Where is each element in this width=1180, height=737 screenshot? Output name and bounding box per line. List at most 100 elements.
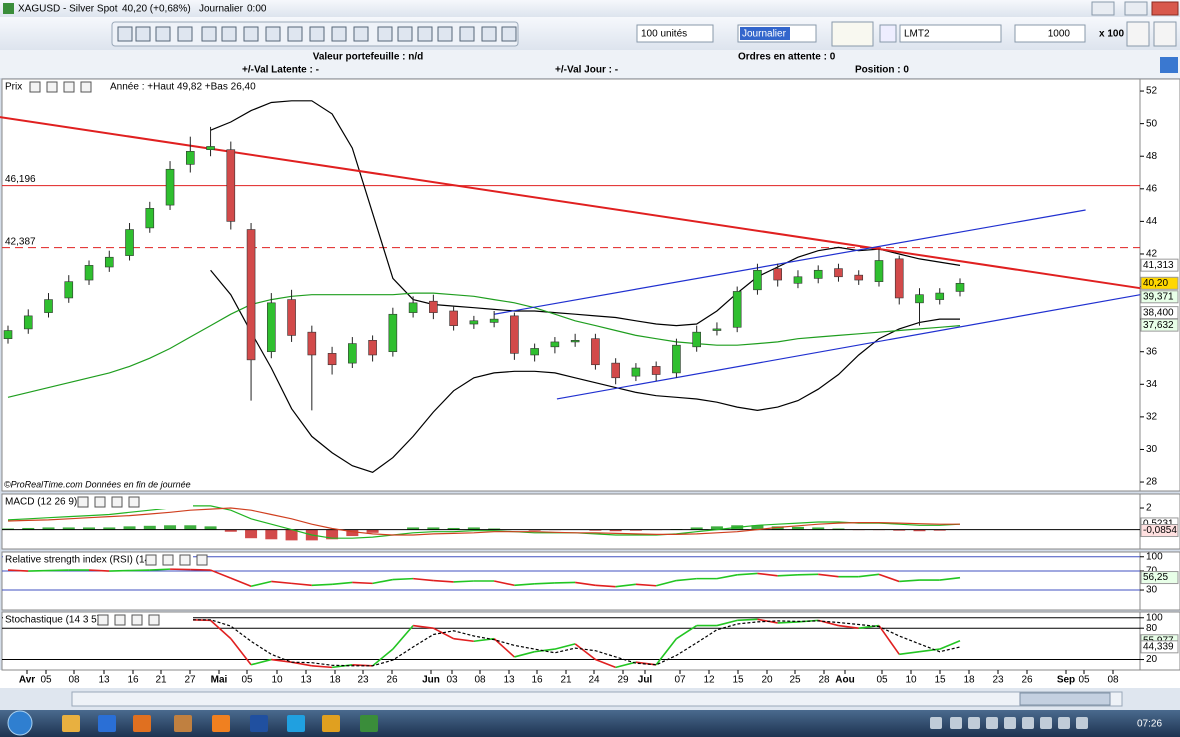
daily: +/-Val Jour : - (555, 65, 618, 76)
panel-button[interactable] (77, 496, 89, 508)
price-tag (1140, 306, 1179, 320)
y-tick-label: 48 (1146, 151, 1158, 162)
macd-bar (528, 529, 541, 531)
panel-button[interactable] (29, 81, 41, 93)
tool-icon[interactable] (309, 26, 325, 42)
x-tick-label: 13 (98, 675, 110, 686)
taskbar-app[interactable] (360, 715, 378, 732)
tool-button[interactable] (879, 24, 897, 43)
tool-icon[interactable] (117, 26, 133, 42)
tray-icon[interactable] (986, 717, 998, 729)
tool-icon[interactable] (331, 26, 347, 42)
tool-icon[interactable] (377, 26, 393, 42)
tray-icon[interactable] (930, 717, 942, 729)
indicator-segment (88, 569, 110, 572)
tool-icon[interactable] (417, 26, 433, 42)
tool-icon[interactable] (155, 26, 171, 42)
taskbar-app[interactable] (212, 715, 230, 732)
tray-icon[interactable] (1076, 717, 1088, 729)
x-tick-label: 03 (446, 675, 458, 686)
panel-button[interactable] (63, 81, 75, 93)
close-button[interactable] (1151, 1, 1179, 16)
panel-button[interactable] (145, 554, 157, 566)
tool-icon[interactable] (287, 26, 303, 42)
tool-icon[interactable] (135, 26, 151, 42)
tool-icon[interactable] (177, 26, 193, 42)
indicator-segment (473, 637, 495, 643)
tool-icon[interactable] (201, 26, 217, 42)
indicator-segment (149, 568, 171, 571)
tray-icon[interactable] (1058, 717, 1070, 729)
tool-icon[interactable] (437, 26, 453, 42)
macd-bar (164, 525, 177, 530)
scroll-track[interactable] (71, 691, 1123, 707)
panel-button[interactable] (131, 614, 143, 626)
panel-button[interactable] (162, 554, 174, 566)
macd-bar (22, 527, 35, 530)
indicator-segment (392, 625, 414, 650)
candle-body (145, 208, 155, 229)
y-tick-label: 28 (1146, 477, 1158, 488)
indicator-segment (716, 574, 738, 580)
tray-icon[interactable] (1022, 717, 1034, 729)
tool-icon[interactable] (459, 26, 475, 42)
taskbar-app[interactable] (98, 715, 116, 732)
panel-button[interactable] (179, 554, 191, 566)
order-type-select[interactable] (899, 24, 1002, 43)
tool-icon[interactable] (501, 26, 517, 42)
amount-input[interactable] (1014, 24, 1086, 43)
tool-icon[interactable] (397, 26, 413, 42)
panel-button[interactable] (128, 496, 140, 508)
app-icon (3, 3, 14, 14)
taskbar-app[interactable] (322, 715, 340, 732)
indicator-segment (230, 577, 252, 587)
panel-button[interactable] (94, 496, 106, 508)
candle-body (732, 291, 742, 328)
taskbar-app[interactable] (287, 715, 305, 732)
taskbar-app[interactable] (250, 715, 268, 732)
taskbar-app[interactable] (133, 715, 151, 732)
panel-button[interactable] (80, 81, 92, 93)
candle-body (388, 313, 398, 353)
taskbar-app[interactable] (62, 715, 80, 732)
candle-body (854, 274, 864, 281)
panel-button[interactable] (148, 614, 160, 626)
amount: 1000 (1048, 29, 1071, 40)
panel-button[interactable] (196, 554, 208, 566)
buy-button[interactable] (1126, 21, 1150, 47)
tool-icon[interactable] (481, 26, 497, 42)
tool-icon[interactable] (265, 26, 281, 42)
tray-icon[interactable] (1040, 717, 1052, 729)
sell-button[interactable] (1153, 21, 1177, 47)
start-button[interactable] (7, 710, 33, 736)
panel-button[interactable] (97, 614, 109, 626)
x-tick-label: Jun (422, 675, 440, 686)
tray-icon[interactable] (950, 717, 962, 729)
panel-button[interactable] (111, 496, 123, 508)
y-tick-label: 2 (1146, 503, 1152, 514)
x-tick-label: 15 (732, 675, 744, 686)
scroll-thumb[interactable] (1019, 692, 1111, 706)
taskbar-app[interactable] (174, 715, 192, 732)
tool-icon[interactable] (221, 26, 237, 42)
macd-bar (427, 527, 440, 530)
strategy-button[interactable] (831, 21, 874, 47)
panel-button[interactable] (114, 614, 126, 626)
y-tick-label: 52 (1146, 86, 1158, 97)
quantity-select[interactable] (636, 24, 714, 43)
tool-icon[interactable] (243, 26, 259, 42)
tray-icon[interactable] (968, 717, 980, 729)
panel-button[interactable] (46, 81, 58, 93)
y-tick-label: 30 (1146, 585, 1158, 596)
tool-icon[interactable] (353, 26, 369, 42)
tray-icon[interactable] (1004, 717, 1016, 729)
sync-button[interactable] (1160, 57, 1178, 73)
candle-body (348, 343, 357, 364)
x-tick-label: 18 (963, 675, 975, 686)
macd-bar (62, 527, 75, 530)
maximize-button[interactable] (1124, 1, 1148, 16)
indicator-segment (311, 665, 333, 669)
portfolio: Valeur portefeuille : n/d (313, 52, 424, 63)
minimize-button[interactable] (1091, 1, 1115, 16)
